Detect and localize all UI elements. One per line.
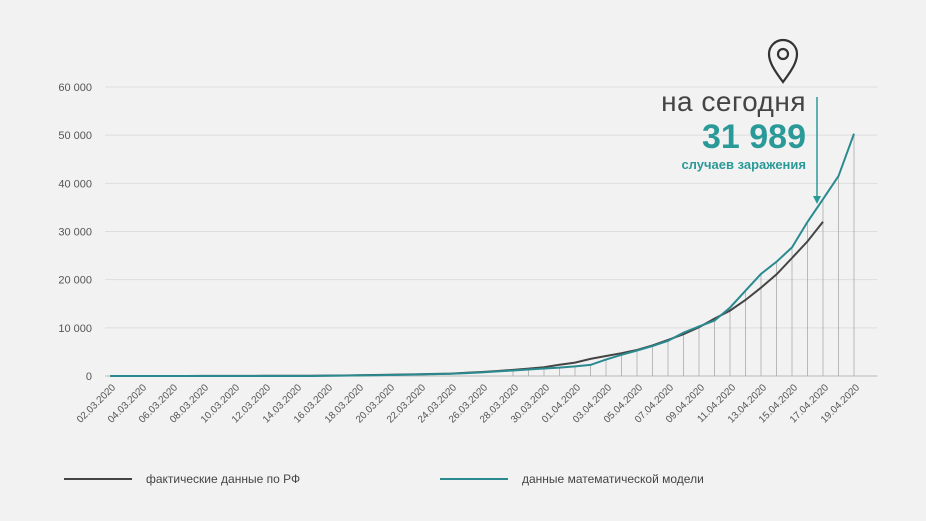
legend-label-actual: фактические данные по РФ — [146, 472, 301, 486]
callout-marker — [767, 38, 821, 204]
legend-item-model: данные математической модели — [440, 472, 704, 486]
y-tick-label: 30 000 — [58, 227, 92, 239]
callout-arrow-head — [813, 196, 821, 204]
callout-subtitle: случаев заражения — [681, 157, 806, 172]
y-tick-label: 10 000 — [58, 323, 92, 335]
series-line-model — [110, 133, 855, 377]
y-tick-label: 60 000 — [58, 82, 92, 94]
y-tick-label: 40 000 — [58, 178, 92, 190]
series-line-actual — [110, 221, 824, 377]
legend-label-model: данные математической модели — [522, 472, 704, 486]
model-drop-lines — [512, 133, 855, 376]
y-tick-label: 20 000 — [58, 275, 92, 287]
callout-title: на сегодня — [661, 86, 806, 117]
legend-swatch-model — [440, 478, 508, 480]
x-axis-ticks: 02.03.202004.03.202006.03.202008.03.2020… — [75, 382, 862, 425]
grid-lines — [105, 86, 878, 377]
legend-item-actual: фактические данные по РФ — [64, 472, 300, 486]
y-tick-label: 50 000 — [58, 130, 92, 142]
y-axis-ticks: 0 10 000 20 000 30 000 40 000 50 000 60 000 — [58, 82, 92, 383]
y-tick-label: 0 — [86, 371, 92, 383]
legend-swatch-actual — [64, 478, 132, 480]
location-pin-icon — [767, 38, 799, 84]
callout-value: 31 989 — [702, 118, 806, 156]
